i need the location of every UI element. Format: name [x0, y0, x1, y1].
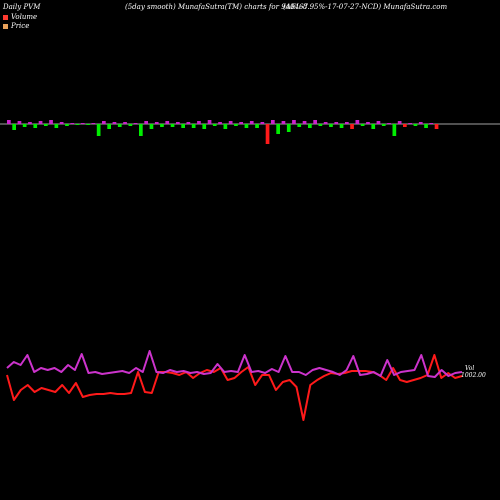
volume-bar — [329, 124, 333, 127]
volume-bar — [223, 124, 228, 129]
price-line-label: 1002.00 — [461, 372, 486, 379]
volume-bar — [239, 122, 243, 124]
volume-bar — [260, 122, 265, 124]
volume-bar — [429, 123, 434, 124]
legend-item-volume: Volume — [3, 13, 37, 21]
volume-bar — [17, 121, 22, 124]
volume-line — [6, 350, 463, 378]
volume-bar — [276, 124, 280, 134]
legend-swatch-price — [3, 23, 8, 29]
volume-bar — [59, 122, 64, 124]
volume-bar — [33, 124, 38, 128]
volume-bar — [302, 121, 307, 124]
volume-bar — [139, 124, 143, 136]
volume-bar — [186, 122, 191, 124]
volume-bar — [297, 124, 302, 127]
volume-line-label: Vol — [465, 365, 474, 372]
volume-bar — [323, 122, 328, 124]
volume-bar — [149, 124, 154, 129]
volume-bar — [408, 123, 412, 124]
volume-bar — [387, 123, 391, 124]
volume-bar — [181, 124, 185, 128]
volume-bar — [234, 124, 238, 126]
volume-bar — [170, 124, 175, 127]
volume-bar — [413, 124, 418, 126]
price-line — [6, 354, 463, 421]
chart-title-middle: (5day smooth) MunafaSutra(TM) charts for… — [125, 3, 308, 11]
volume-bar — [286, 124, 291, 132]
volume-bar — [228, 121, 233, 124]
volume-bar — [128, 124, 133, 126]
volume-bar — [12, 124, 16, 130]
chart-title-right: (AEL-8.95%-17-07-27-NCD) MunafaSutra.com — [283, 3, 448, 11]
volume-bar — [102, 121, 106, 124]
volume-bar — [191, 124, 196, 128]
chart-title-left: Daily PVM — [3, 3, 41, 11]
volume-bar — [91, 123, 96, 124]
volume-bar — [397, 121, 402, 124]
volume-bar — [418, 122, 423, 124]
volume-bar — [345, 122, 349, 124]
volume-bar — [7, 120, 11, 124]
volume-bar — [207, 120, 212, 124]
volume-bar — [160, 124, 164, 127]
volume-bar — [308, 124, 312, 128]
volume-bar — [271, 120, 275, 124]
volume-bar — [65, 124, 69, 126]
volume-bar — [176, 122, 180, 124]
volume-bar — [144, 121, 148, 124]
legend-label-volume: Volume — [11, 13, 38, 21]
volume-bar — [350, 124, 354, 129]
volume-bar — [355, 120, 360, 124]
volume-bar — [244, 124, 249, 128]
volume-bar — [44, 124, 48, 126]
volume-bar — [212, 124, 217, 126]
volume-bar — [424, 124, 428, 128]
volume-bar — [371, 124, 376, 129]
volume-bar — [360, 124, 365, 126]
volume-bar — [366, 122, 370, 124]
volume-bar — [292, 120, 296, 124]
volume-bar — [376, 121, 381, 124]
legend-item-price: Price — [3, 22, 29, 30]
volume-bar — [313, 120, 317, 124]
volume-bar — [403, 124, 407, 127]
volume-bar — [75, 124, 80, 125]
volume-bar — [197, 121, 201, 124]
volume-bar — [123, 122, 127, 124]
volume-bar — [96, 124, 101, 136]
volume-bar — [107, 124, 111, 129]
volume-bar — [318, 124, 323, 126]
volume-bar — [218, 122, 222, 124]
volume-bar — [80, 123, 85, 124]
volume-bar — [117, 124, 122, 127]
volume-bar — [70, 123, 75, 124]
volume-bar — [86, 124, 90, 125]
volume-bar — [265, 124, 270, 144]
volume-bar — [54, 124, 59, 128]
legend-swatch-volume — [3, 14, 8, 20]
volume-bar — [133, 123, 138, 124]
volume-bar — [49, 120, 53, 124]
volume-bar — [249, 121, 254, 124]
volume-bar — [22, 124, 27, 127]
volume-bar — [339, 124, 344, 128]
legend-label-price: Price — [11, 22, 30, 30]
volume-bar — [28, 122, 32, 124]
volume-bar — [434, 124, 439, 129]
volume-bar — [392, 124, 397, 136]
volume-bar — [281, 121, 286, 124]
volume-bar — [334, 122, 339, 124]
volume-bar — [112, 122, 117, 124]
volume-bar — [202, 124, 207, 129]
volume-bar — [154, 122, 159, 124]
volume-bar — [255, 124, 259, 128]
volume-bar — [38, 121, 43, 124]
volume-bar — [165, 121, 170, 124]
volume-bar — [381, 124, 386, 126]
